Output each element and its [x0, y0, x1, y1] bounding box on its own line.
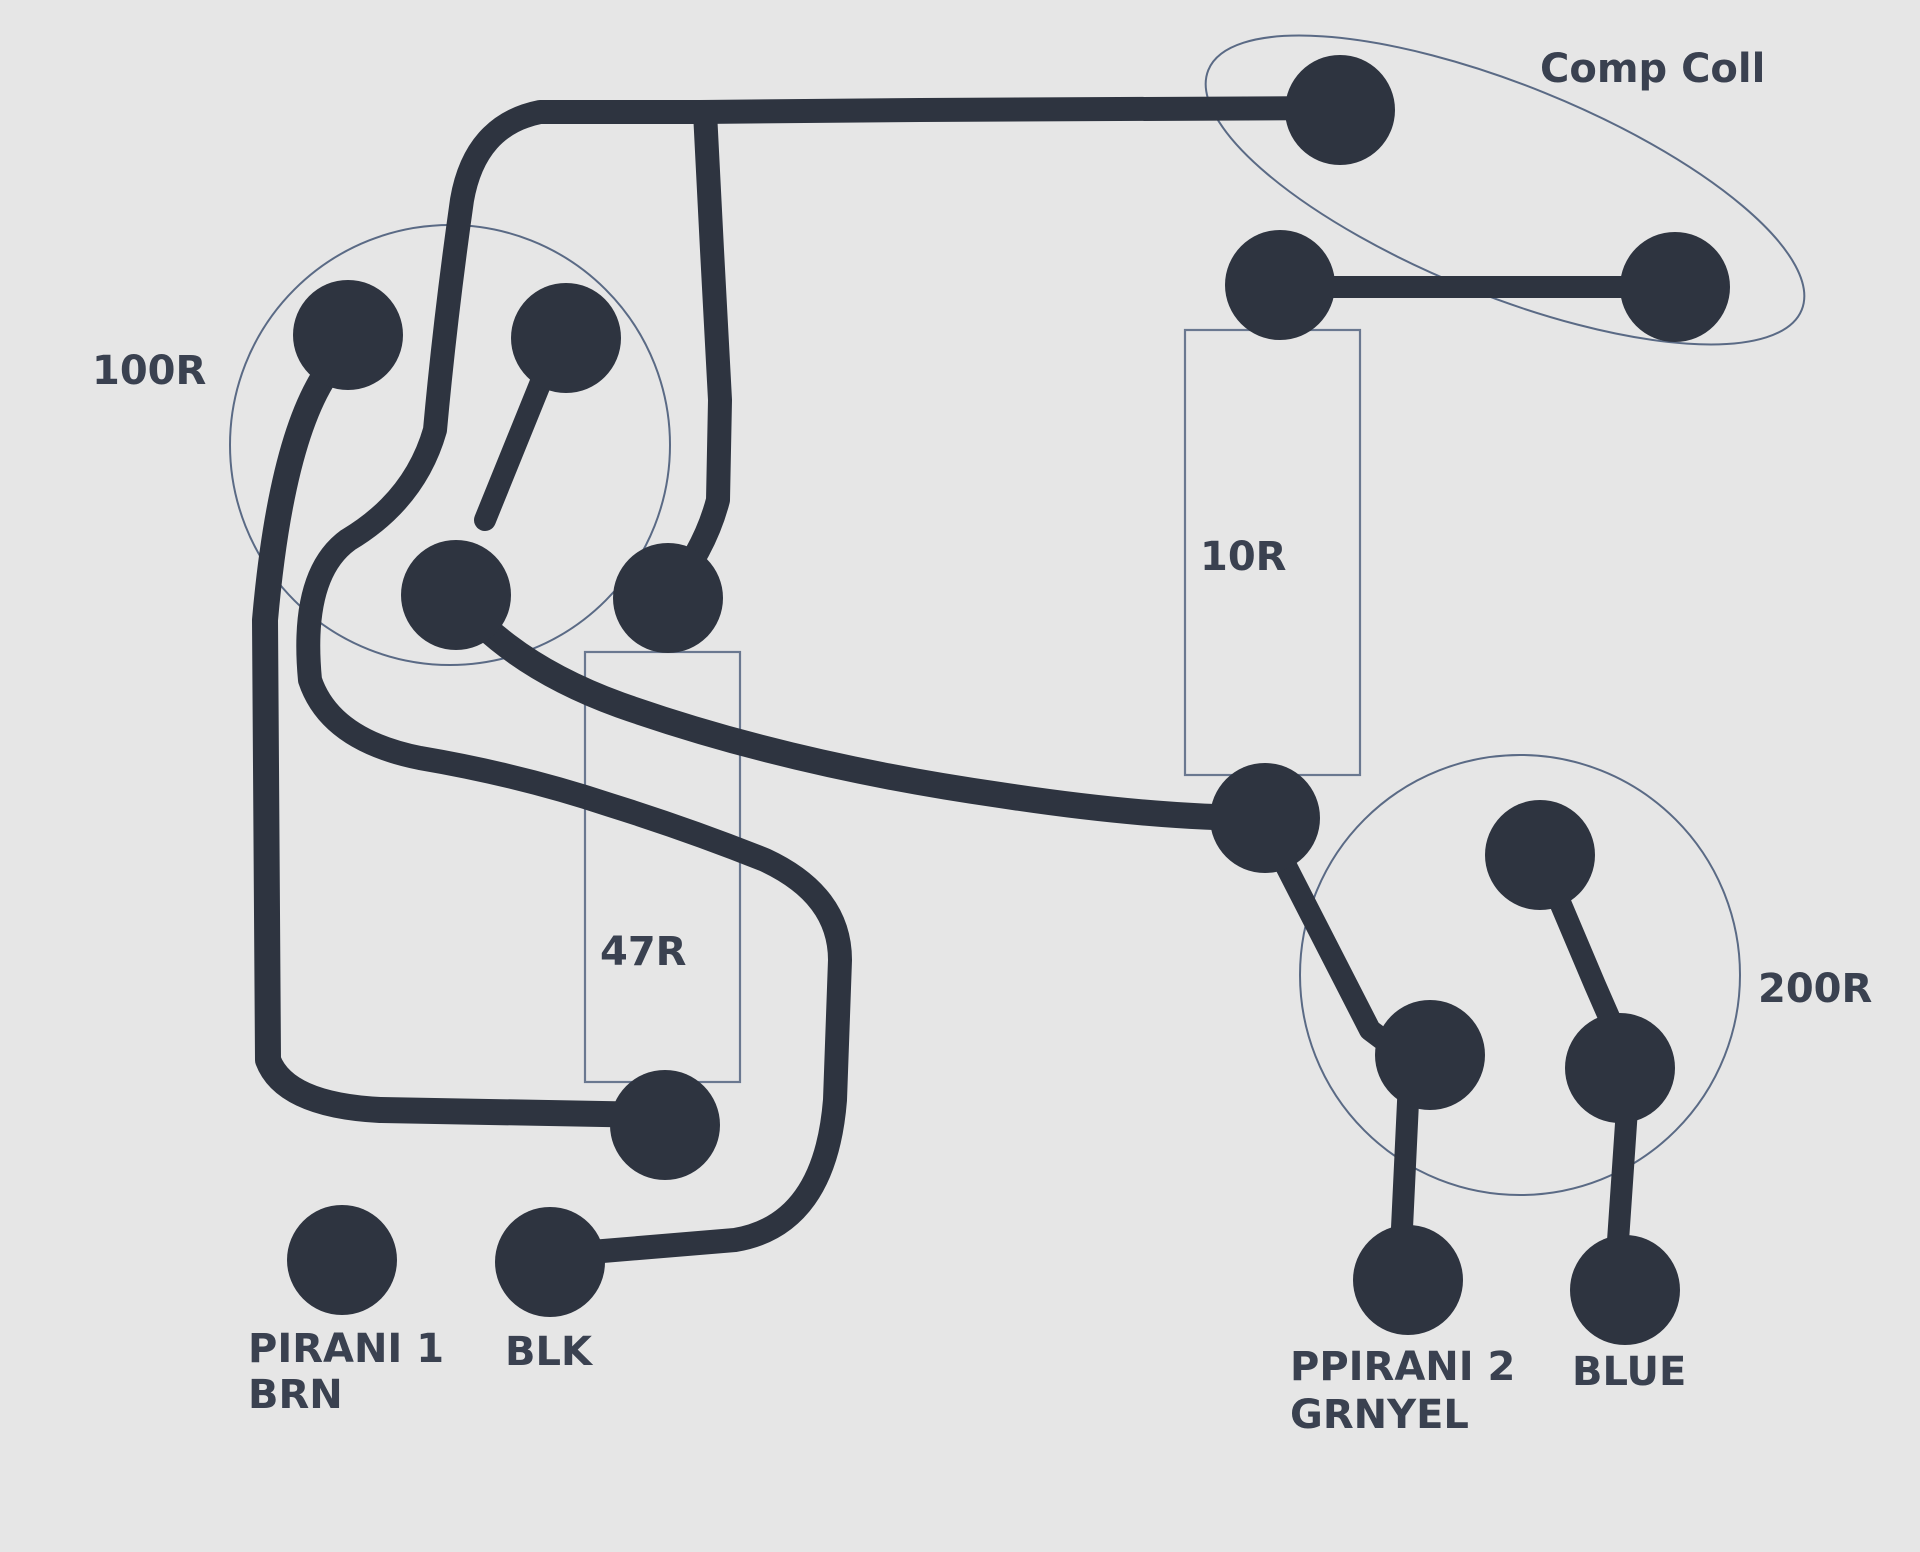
label-pirani2: PPIRANI 2: [1290, 1344, 1515, 1390]
trace-top-to-47r: [656, 100, 732, 607]
pad-pirani1-brn: [287, 1205, 397, 1315]
trace-top-bus: [296, 96, 1352, 1267]
pad-comp-coil-1: [1285, 55, 1395, 165]
pad-100r-right: [511, 283, 621, 393]
label-pirani2-grnyel: GRNYEL: [1290, 1392, 1469, 1438]
label-pirani1: PIRANI 1: [248, 1326, 444, 1372]
pad-pirani2-grnyel: [1353, 1225, 1463, 1335]
trace-100r-left-to-47r: [252, 367, 671, 1128]
pad-47r-top: [613, 543, 723, 653]
label-10r: 10R: [1200, 534, 1286, 580]
label-47r: 47R: [600, 929, 686, 975]
label-blue: BLUE: [1572, 1349, 1686, 1395]
pad-comp-coil-2: [1620, 232, 1730, 342]
pad-47r-bottom: [610, 1070, 720, 1180]
label-comp-coil: Comp Coll: [1540, 46, 1765, 92]
pad-100r-wiper: [401, 540, 511, 650]
pad-blk: [495, 1207, 605, 1317]
pad-10r-top: [1225, 230, 1335, 340]
label-200r: 200R: [1758, 966, 1872, 1012]
pad-10r-bottom: [1210, 763, 1320, 873]
pad-200r-bottom: [1565, 1013, 1675, 1123]
label-pirani1-brn: BRN: [248, 1372, 343, 1418]
pad-200r-top: [1485, 800, 1595, 910]
pad-blue: [1570, 1235, 1680, 1345]
trace-wiper-to-10r: [442, 582, 1275, 831]
pad-100r-left: [293, 280, 403, 390]
pad-200r-wiper: [1375, 1000, 1485, 1110]
pot-200r-outline: [1299, 754, 1741, 1196]
label-blk: BLK: [505, 1329, 594, 1375]
label-100r: 100R: [92, 348, 206, 394]
